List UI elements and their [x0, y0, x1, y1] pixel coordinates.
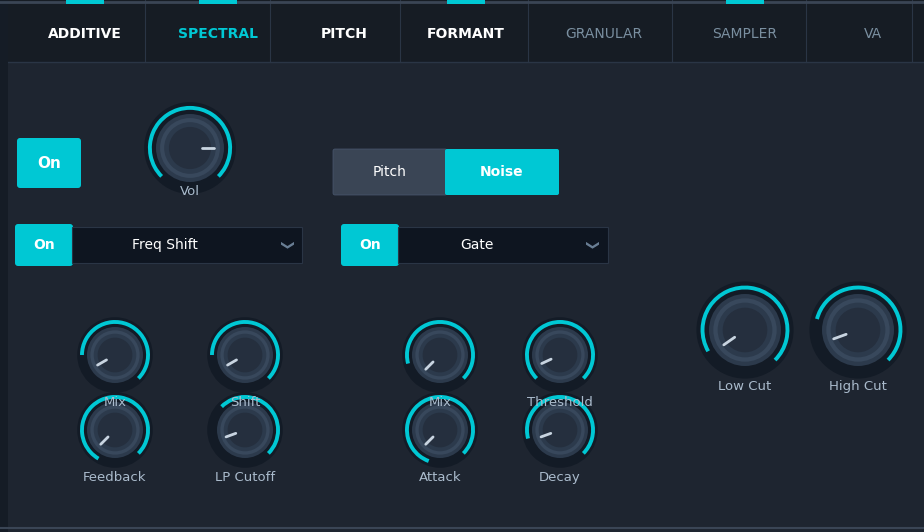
Circle shape: [207, 392, 283, 468]
Circle shape: [160, 118, 220, 178]
Circle shape: [220, 405, 270, 455]
Circle shape: [78, 317, 152, 393]
Circle shape: [718, 303, 772, 358]
Circle shape: [87, 327, 143, 383]
Circle shape: [697, 281, 794, 379]
Circle shape: [220, 330, 270, 380]
Circle shape: [93, 334, 136, 376]
Circle shape: [217, 327, 273, 383]
Text: Attack: Attack: [419, 471, 461, 484]
Circle shape: [227, 413, 262, 447]
Circle shape: [93, 409, 136, 451]
Circle shape: [713, 298, 777, 362]
Circle shape: [402, 317, 478, 393]
Circle shape: [535, 405, 585, 455]
Text: ❯: ❯: [278, 240, 291, 250]
Text: PITCH: PITCH: [321, 27, 368, 41]
Circle shape: [412, 402, 468, 458]
Text: ADDITIVE: ADDITIVE: [48, 27, 122, 41]
Circle shape: [416, 405, 465, 455]
Text: Mix: Mix: [103, 396, 127, 409]
Circle shape: [831, 303, 885, 358]
Text: High Cut: High Cut: [829, 380, 887, 393]
Circle shape: [539, 409, 581, 451]
Text: SPECTRAL: SPECTRAL: [178, 27, 258, 41]
Bar: [726, 0, 764, 4]
Circle shape: [412, 327, 468, 383]
Circle shape: [835, 307, 881, 352]
Circle shape: [419, 334, 461, 376]
Text: LP Cutoff: LP Cutoff: [215, 471, 275, 484]
Circle shape: [419, 409, 461, 451]
Circle shape: [542, 413, 578, 447]
Circle shape: [224, 409, 266, 451]
Text: Pitch: Pitch: [373, 165, 407, 179]
FancyBboxPatch shape: [341, 224, 399, 266]
Text: GRANULAR: GRANULAR: [565, 27, 642, 41]
Bar: [199, 0, 237, 4]
Circle shape: [169, 127, 211, 169]
Bar: [0, 0, 8, 532]
Bar: [447, 0, 485, 4]
FancyBboxPatch shape: [333, 149, 447, 195]
Circle shape: [532, 327, 588, 383]
Circle shape: [809, 281, 906, 379]
Text: SAMPLER: SAMPLER: [712, 27, 777, 41]
Circle shape: [826, 298, 890, 362]
Bar: [398, 227, 608, 263]
Text: ❯: ❯: [583, 240, 597, 250]
Circle shape: [542, 338, 578, 372]
Circle shape: [224, 334, 266, 376]
Circle shape: [87, 402, 143, 458]
Text: Low Cut: Low Cut: [718, 380, 772, 393]
FancyBboxPatch shape: [15, 224, 73, 266]
Circle shape: [144, 102, 236, 194]
Circle shape: [91, 330, 140, 380]
Circle shape: [416, 330, 465, 380]
Circle shape: [522, 317, 598, 393]
Circle shape: [822, 294, 894, 366]
FancyBboxPatch shape: [445, 149, 559, 195]
Circle shape: [227, 338, 262, 372]
Text: Shift: Shift: [230, 396, 261, 409]
Circle shape: [522, 392, 598, 468]
FancyBboxPatch shape: [17, 138, 81, 188]
Circle shape: [709, 294, 781, 366]
Circle shape: [217, 402, 273, 458]
Circle shape: [91, 405, 140, 455]
Text: Freq Shift: Freq Shift: [132, 238, 198, 252]
Circle shape: [78, 392, 152, 468]
Circle shape: [98, 338, 132, 372]
Circle shape: [535, 330, 585, 380]
Circle shape: [532, 402, 588, 458]
Text: VA: VA: [864, 27, 882, 41]
Circle shape: [207, 317, 283, 393]
Text: Gate: Gate: [460, 238, 493, 252]
Text: On: On: [359, 238, 381, 252]
Circle shape: [723, 307, 767, 352]
Bar: [0, 62, 924, 532]
Circle shape: [422, 413, 457, 447]
Text: FORMANT: FORMANT: [427, 27, 505, 41]
Text: Threshold: Threshold: [527, 396, 593, 409]
Text: Noise: Noise: [480, 165, 524, 179]
Circle shape: [539, 334, 581, 376]
Circle shape: [98, 413, 132, 447]
Circle shape: [422, 338, 457, 372]
Bar: [0, 0, 924, 62]
Circle shape: [156, 114, 224, 182]
Text: Vol: Vol: [180, 185, 200, 198]
Circle shape: [164, 122, 216, 174]
Text: On: On: [37, 155, 61, 170]
Text: Mix: Mix: [429, 396, 452, 409]
Text: Feedback: Feedback: [83, 471, 147, 484]
Bar: [72, 227, 302, 263]
Text: On: On: [33, 238, 55, 252]
Bar: [66, 0, 104, 4]
Text: Decay: Decay: [539, 471, 581, 484]
Circle shape: [402, 392, 478, 468]
